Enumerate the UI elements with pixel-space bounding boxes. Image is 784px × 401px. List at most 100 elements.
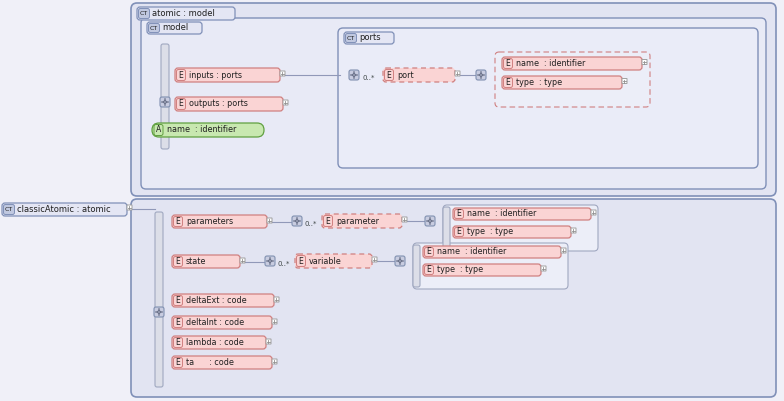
FancyBboxPatch shape	[283, 100, 288, 105]
Text: E: E	[176, 318, 180, 327]
FancyBboxPatch shape	[502, 57, 642, 70]
FancyBboxPatch shape	[173, 257, 183, 267]
FancyBboxPatch shape	[476, 70, 486, 80]
Text: ports: ports	[359, 34, 380, 43]
FancyBboxPatch shape	[502, 76, 622, 89]
FancyBboxPatch shape	[443, 207, 450, 249]
FancyBboxPatch shape	[154, 307, 164, 317]
Text: E: E	[176, 296, 180, 305]
FancyBboxPatch shape	[295, 254, 372, 268]
FancyBboxPatch shape	[383, 68, 455, 82]
FancyBboxPatch shape	[173, 217, 183, 227]
FancyBboxPatch shape	[265, 256, 275, 266]
FancyBboxPatch shape	[395, 256, 405, 266]
FancyBboxPatch shape	[338, 28, 758, 168]
FancyBboxPatch shape	[292, 216, 302, 226]
FancyBboxPatch shape	[160, 97, 170, 107]
FancyBboxPatch shape	[172, 336, 266, 349]
FancyBboxPatch shape	[324, 215, 332, 227]
FancyBboxPatch shape	[172, 356, 272, 369]
Text: E: E	[176, 217, 180, 226]
FancyBboxPatch shape	[443, 205, 598, 251]
Text: ta      : code: ta : code	[186, 358, 234, 367]
Text: E: E	[176, 257, 180, 266]
Text: deltaExt : code: deltaExt : code	[186, 296, 247, 305]
Text: E: E	[387, 71, 391, 79]
Text: name  : identifier: name : identifier	[167, 126, 236, 134]
FancyBboxPatch shape	[453, 226, 571, 238]
Text: parameter: parameter	[336, 217, 379, 225]
FancyBboxPatch shape	[127, 205, 132, 210]
Text: E: E	[426, 247, 431, 257]
FancyBboxPatch shape	[176, 69, 186, 81]
FancyBboxPatch shape	[173, 296, 183, 306]
FancyBboxPatch shape	[344, 32, 394, 44]
FancyBboxPatch shape	[161, 44, 169, 149]
Text: 0..*: 0..*	[305, 221, 318, 227]
FancyBboxPatch shape	[173, 318, 183, 328]
Text: lambda : code: lambda : code	[186, 338, 244, 347]
Text: CT: CT	[347, 36, 355, 41]
Text: CT: CT	[5, 207, 13, 212]
Text: CT: CT	[150, 26, 158, 30]
FancyBboxPatch shape	[402, 217, 407, 222]
FancyBboxPatch shape	[175, 68, 280, 82]
FancyBboxPatch shape	[176, 99, 186, 109]
Text: variable: variable	[309, 257, 342, 265]
FancyBboxPatch shape	[173, 338, 183, 348]
FancyBboxPatch shape	[503, 59, 513, 69]
Text: E: E	[299, 257, 303, 265]
FancyBboxPatch shape	[172, 294, 274, 307]
Text: E: E	[456, 209, 461, 219]
FancyBboxPatch shape	[413, 243, 568, 289]
FancyBboxPatch shape	[424, 247, 434, 257]
FancyBboxPatch shape	[413, 245, 420, 287]
FancyBboxPatch shape	[172, 215, 267, 228]
FancyBboxPatch shape	[541, 266, 546, 271]
Text: type  : type: type : type	[437, 265, 483, 275]
FancyBboxPatch shape	[642, 59, 647, 65]
FancyBboxPatch shape	[148, 24, 159, 32]
Text: deltaInt : code: deltaInt : code	[186, 318, 244, 327]
FancyBboxPatch shape	[503, 77, 513, 87]
Text: E: E	[176, 358, 180, 367]
FancyBboxPatch shape	[131, 199, 776, 397]
Text: name  : identifier: name : identifier	[516, 59, 586, 68]
FancyBboxPatch shape	[152, 123, 264, 137]
FancyBboxPatch shape	[155, 212, 163, 387]
FancyBboxPatch shape	[322, 214, 402, 228]
FancyBboxPatch shape	[561, 248, 566, 253]
FancyBboxPatch shape	[372, 257, 377, 262]
Text: atomic : model: atomic : model	[152, 9, 215, 18]
FancyBboxPatch shape	[280, 71, 285, 76]
FancyBboxPatch shape	[455, 227, 463, 237]
FancyBboxPatch shape	[455, 209, 463, 219]
Text: state: state	[186, 257, 206, 266]
Text: model: model	[162, 24, 188, 32]
FancyBboxPatch shape	[495, 52, 650, 107]
Text: parameters: parameters	[186, 217, 233, 226]
Text: E: E	[325, 217, 330, 225]
Text: E: E	[179, 99, 183, 109]
FancyBboxPatch shape	[622, 79, 627, 83]
FancyBboxPatch shape	[455, 71, 460, 76]
FancyBboxPatch shape	[453, 208, 591, 220]
FancyBboxPatch shape	[571, 228, 576, 233]
FancyBboxPatch shape	[240, 258, 245, 263]
FancyBboxPatch shape	[173, 358, 183, 367]
FancyBboxPatch shape	[424, 265, 434, 275]
FancyBboxPatch shape	[3, 205, 14, 215]
FancyBboxPatch shape	[349, 70, 359, 80]
Text: inputs : ports: inputs : ports	[189, 71, 242, 79]
Text: CT: CT	[140, 11, 148, 16]
FancyBboxPatch shape	[172, 255, 240, 268]
FancyBboxPatch shape	[154, 124, 163, 136]
FancyBboxPatch shape	[346, 34, 357, 43]
Text: type  : type: type : type	[516, 78, 562, 87]
Text: 0..*: 0..*	[278, 261, 290, 267]
Text: E: E	[176, 338, 180, 347]
Text: port: port	[397, 71, 414, 79]
Text: name  : identifier: name : identifier	[437, 247, 506, 257]
FancyBboxPatch shape	[591, 210, 596, 215]
FancyBboxPatch shape	[296, 255, 306, 267]
